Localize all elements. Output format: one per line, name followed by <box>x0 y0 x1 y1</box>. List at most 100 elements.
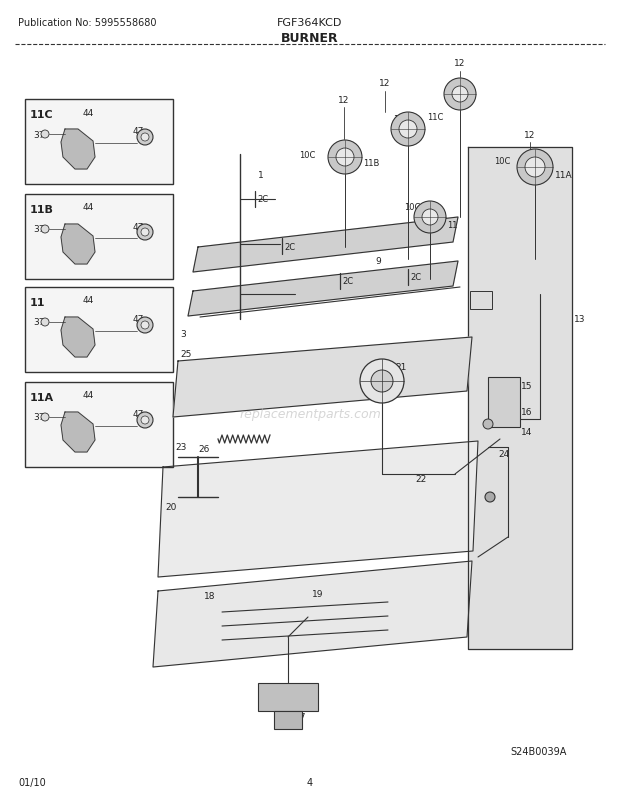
Text: 37: 37 <box>33 413 45 422</box>
Text: 21: 21 <box>395 363 406 372</box>
Text: 11C: 11C <box>427 113 443 123</box>
Circle shape <box>141 322 149 330</box>
Text: 4: 4 <box>307 777 313 787</box>
Bar <box>25 100 173 184</box>
Text: 10C: 10C <box>299 150 315 160</box>
Polygon shape <box>153 561 472 667</box>
Text: 12: 12 <box>339 96 350 105</box>
Circle shape <box>399 121 417 139</box>
Text: replacementparts.com: replacementparts.com <box>239 408 381 421</box>
Text: BURNER: BURNER <box>281 32 339 45</box>
Bar <box>25 195 173 280</box>
Circle shape <box>422 210 438 225</box>
Text: 11A: 11A <box>30 392 54 403</box>
Circle shape <box>360 359 404 403</box>
Text: 11: 11 <box>447 221 458 229</box>
Text: 3: 3 <box>180 330 186 339</box>
Polygon shape <box>61 318 95 358</box>
Circle shape <box>137 130 153 146</box>
Text: 37: 37 <box>33 131 45 140</box>
Bar <box>274 711 302 729</box>
Text: 12: 12 <box>525 131 536 140</box>
Circle shape <box>141 416 149 424</box>
Polygon shape <box>188 261 458 317</box>
Circle shape <box>525 158 545 178</box>
Text: 47: 47 <box>133 315 144 324</box>
Text: 22: 22 <box>415 475 426 484</box>
Circle shape <box>41 414 49 422</box>
Text: 44: 44 <box>83 203 94 213</box>
Text: 11A: 11A <box>555 170 573 180</box>
Polygon shape <box>61 225 95 265</box>
Text: 23: 23 <box>175 443 187 452</box>
Circle shape <box>137 412 153 428</box>
Circle shape <box>137 225 153 241</box>
Circle shape <box>452 87 468 103</box>
Text: 10C: 10C <box>393 115 409 124</box>
Text: 11B: 11B <box>363 158 379 168</box>
Circle shape <box>444 79 476 111</box>
Text: 25: 25 <box>180 350 192 359</box>
Text: 9: 9 <box>375 257 381 266</box>
Text: 1: 1 <box>258 170 264 180</box>
Circle shape <box>414 202 446 233</box>
Text: 19: 19 <box>312 589 324 599</box>
Text: Publication No: 5995558680: Publication No: 5995558680 <box>18 18 156 28</box>
Text: 44: 44 <box>83 391 94 400</box>
Circle shape <box>485 492 495 502</box>
Circle shape <box>483 419 493 429</box>
Text: S24B0039A: S24B0039A <box>510 746 567 756</box>
Text: 47: 47 <box>133 128 144 136</box>
Text: 44: 44 <box>83 108 94 117</box>
Text: 24: 24 <box>498 450 509 459</box>
Text: 11C: 11C <box>30 110 53 119</box>
Polygon shape <box>158 441 478 577</box>
Text: 17: 17 <box>295 713 306 722</box>
Circle shape <box>41 225 49 233</box>
Text: 12: 12 <box>454 59 466 68</box>
Text: 18: 18 <box>203 592 215 601</box>
Circle shape <box>371 371 393 392</box>
Polygon shape <box>193 217 458 273</box>
Text: 11B: 11B <box>30 205 54 215</box>
Text: 20: 20 <box>165 503 176 512</box>
Circle shape <box>328 141 362 175</box>
Circle shape <box>141 229 149 237</box>
Text: 2C: 2C <box>257 195 268 205</box>
Text: 47: 47 <box>133 222 144 231</box>
Text: 37: 37 <box>33 225 45 234</box>
Text: 26: 26 <box>198 445 210 454</box>
Text: 01/10: 01/10 <box>18 777 46 787</box>
Polygon shape <box>61 412 95 452</box>
Text: 10C: 10C <box>404 203 420 213</box>
Text: 47: 47 <box>133 410 144 419</box>
Bar <box>25 383 173 468</box>
Polygon shape <box>468 148 572 649</box>
Circle shape <box>517 150 553 186</box>
Text: 37: 37 <box>33 318 45 327</box>
Text: 2C: 2C <box>284 242 295 251</box>
Text: FGF364KCD: FGF364KCD <box>277 18 343 28</box>
Circle shape <box>141 134 149 142</box>
Text: 15: 15 <box>521 382 533 391</box>
Bar <box>488 378 520 427</box>
Circle shape <box>137 318 153 334</box>
Text: 11: 11 <box>30 298 45 308</box>
Text: 2C: 2C <box>342 277 353 286</box>
Text: 12: 12 <box>379 79 391 88</box>
Text: 44: 44 <box>83 296 94 305</box>
Text: 13: 13 <box>574 315 585 324</box>
Circle shape <box>41 318 49 326</box>
Circle shape <box>391 113 425 147</box>
Circle shape <box>41 131 49 139</box>
Circle shape <box>336 149 354 167</box>
Bar <box>25 288 173 373</box>
Text: 10C: 10C <box>494 157 510 166</box>
Text: 2C: 2C <box>410 273 421 282</box>
Text: 16: 16 <box>521 407 533 416</box>
Polygon shape <box>61 130 95 170</box>
Text: 8: 8 <box>472 298 478 306</box>
Polygon shape <box>173 338 472 418</box>
Bar <box>470 292 492 310</box>
Text: 14: 14 <box>521 427 533 436</box>
